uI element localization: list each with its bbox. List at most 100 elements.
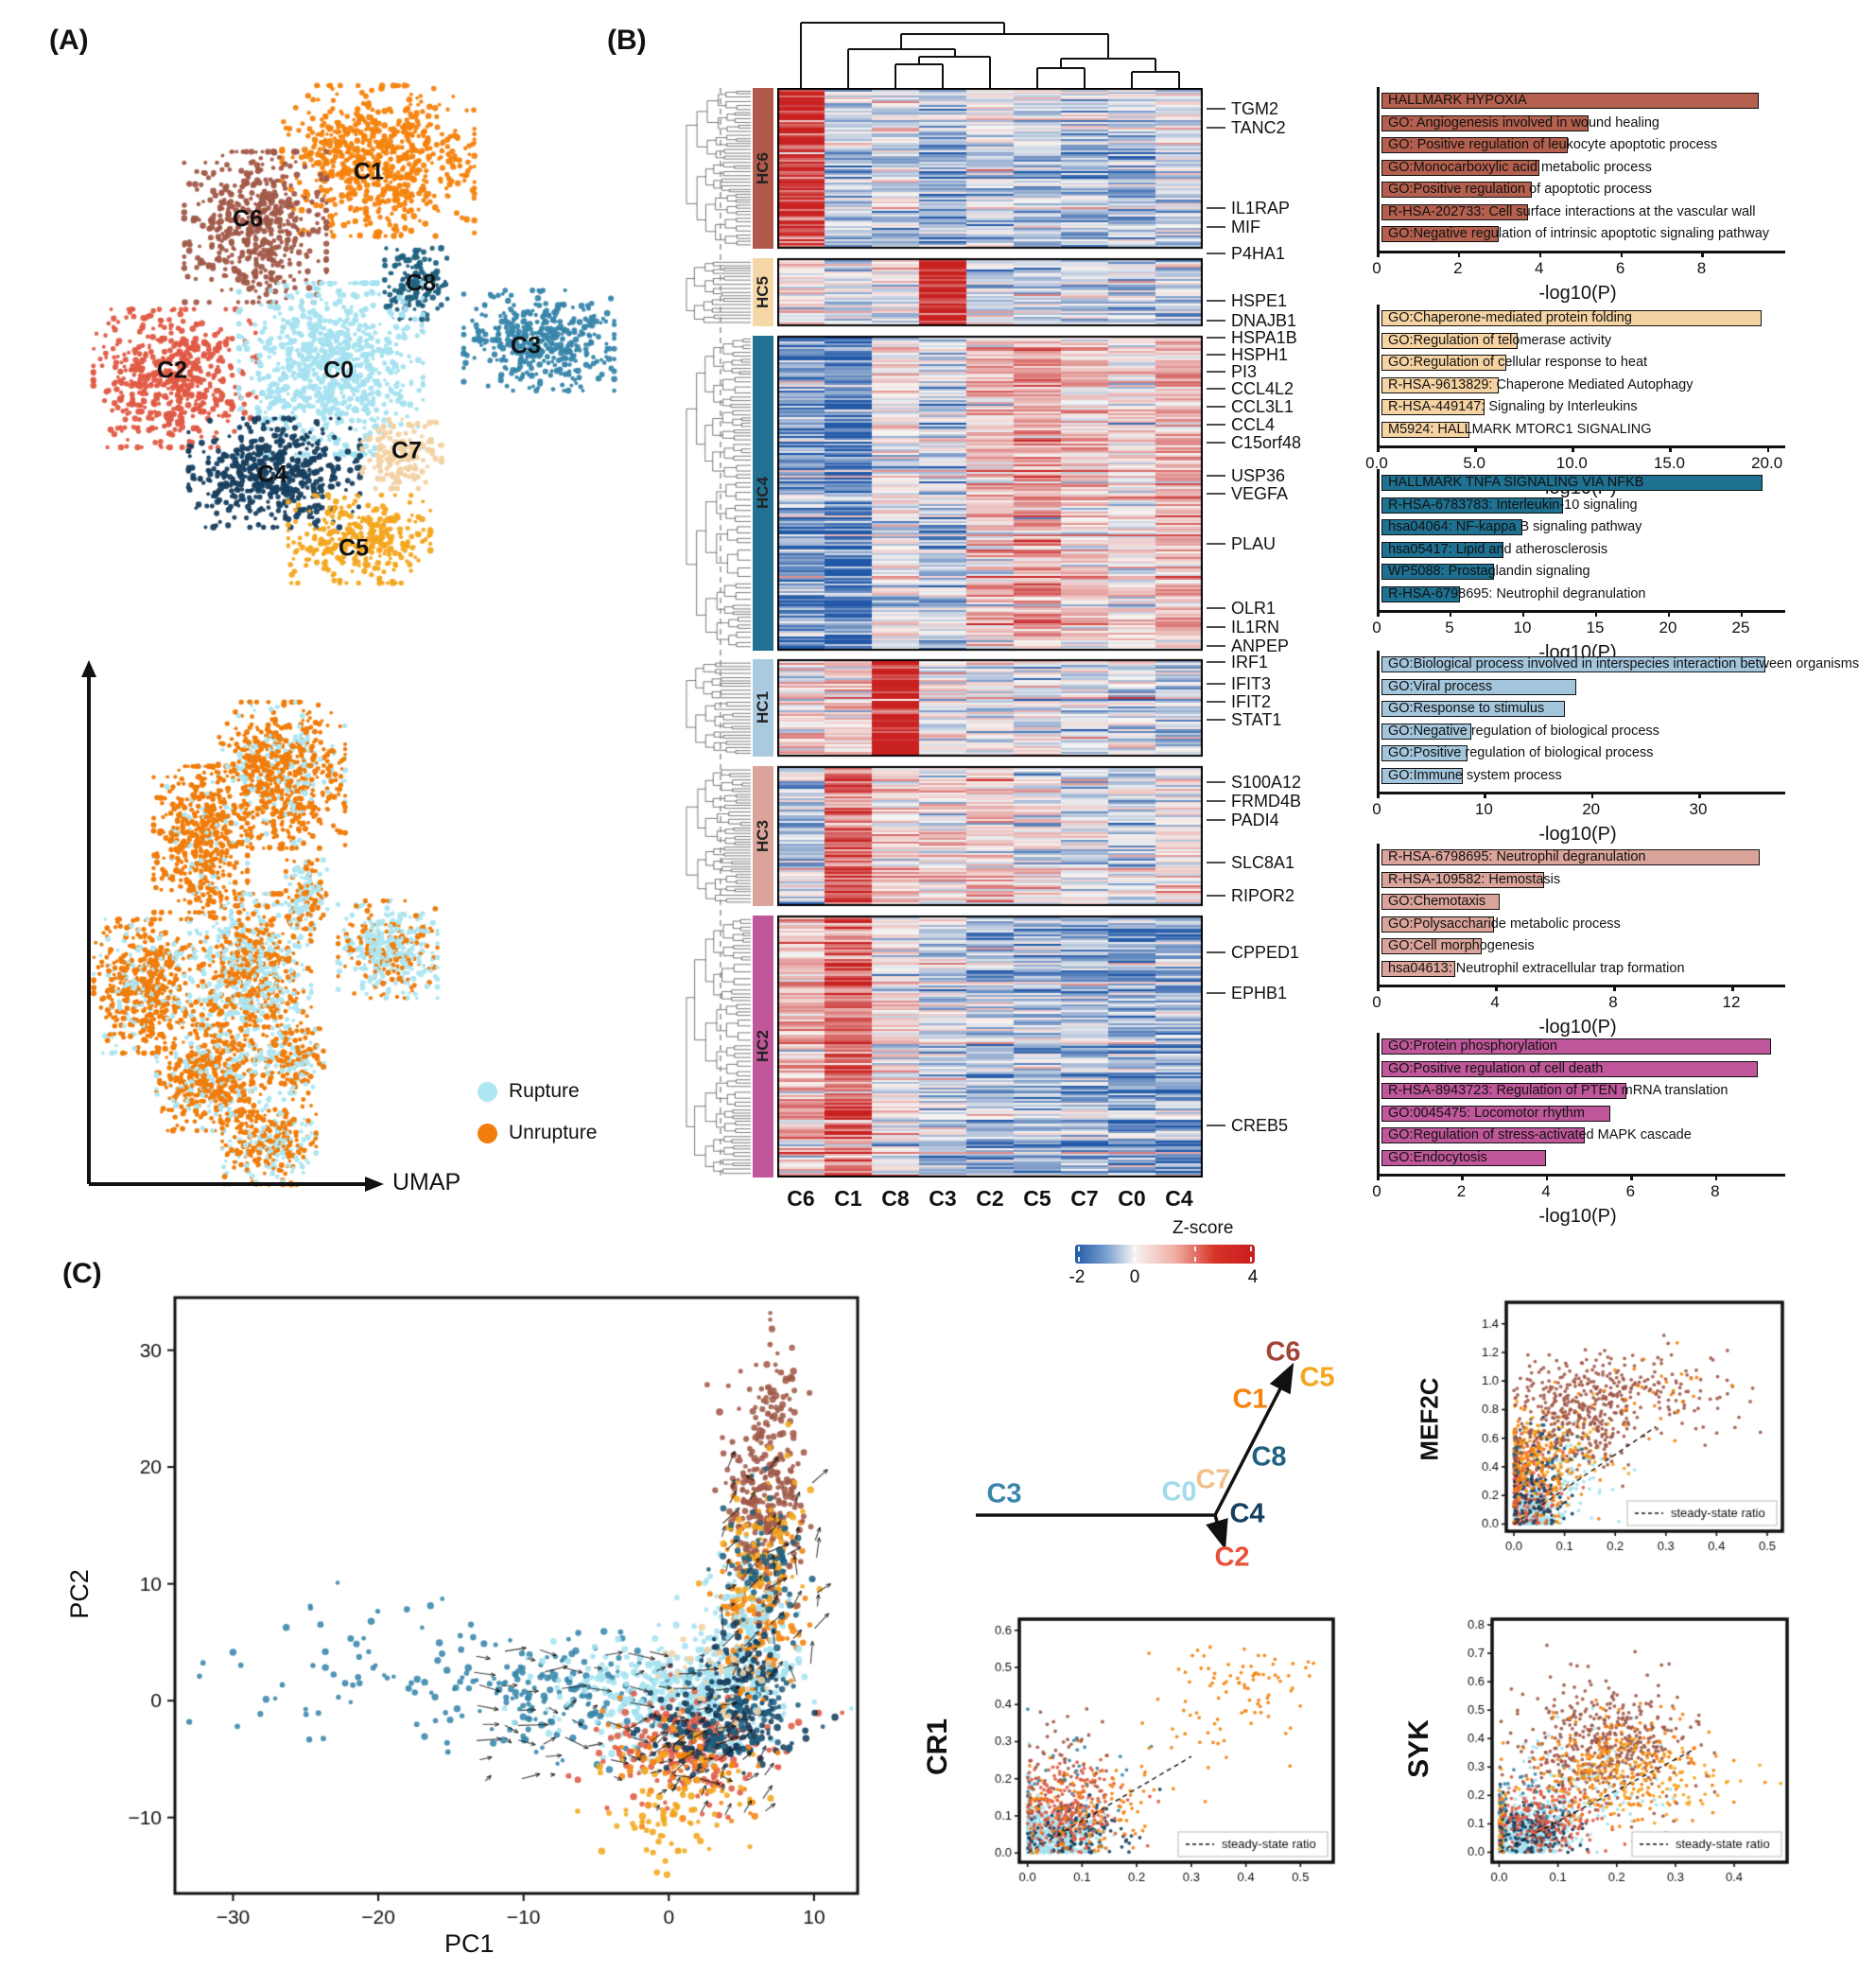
umap-cluster-label-c2: C2 bbox=[157, 357, 187, 384]
x-tick-label: 10.0 bbox=[1555, 454, 1588, 472]
hc-bar-hc2: HC2 bbox=[753, 916, 773, 1177]
enrichment-term: GO:Chemotaxis bbox=[1388, 894, 1486, 909]
enrichment-term: R-HSA-449147: Signaling by Interleukins bbox=[1388, 399, 1638, 414]
umap-cluster-label-c1: C1 bbox=[354, 158, 384, 185]
enrichment-term: GO:0045475: Locomotor rhythm bbox=[1388, 1105, 1585, 1121]
x-tick-mark bbox=[1538, 250, 1542, 257]
enrichment-term: R-HSA-8943723: Regulation of PTEN mRNA t… bbox=[1388, 1083, 1728, 1098]
zscore-tick-min: -2 bbox=[1068, 1267, 1086, 1287]
heatmap-column-label-c0: C0 bbox=[1118, 1186, 1146, 1211]
x-tick-mark bbox=[1572, 445, 1574, 452]
enrichment-term: GO:Immune system process bbox=[1388, 767, 1562, 783]
hc-bar-hc4: HC4 bbox=[753, 336, 773, 651]
gene-label: HSPE1 bbox=[1231, 291, 1287, 310]
umap-cluster-plot bbox=[80, 52, 648, 619]
enrichment-term: HALLMARK HYPOXIA bbox=[1388, 93, 1527, 108]
gene-label: CREB5 bbox=[1231, 1116, 1288, 1135]
x-tick-mark bbox=[1474, 445, 1477, 452]
gene-label: PLAU bbox=[1231, 534, 1276, 553]
gene-label: IFIT2 bbox=[1231, 692, 1271, 711]
enrichment-term: GO:Regulation of cellular response to he… bbox=[1388, 355, 1648, 370]
enrichment-bar bbox=[1381, 916, 1494, 933]
gene-label: VEGFA bbox=[1231, 484, 1288, 503]
enrichment-bar bbox=[1381, 1060, 1759, 1077]
umap-cluster-label-c5: C5 bbox=[339, 534, 369, 562]
gene-label: IFIT3 bbox=[1231, 674, 1271, 693]
x-tick-label: 0.0 bbox=[1365, 454, 1388, 472]
enrichment-term: GO:Protein phosphorylation bbox=[1388, 1038, 1557, 1054]
umap-rupture-plot bbox=[76, 653, 473, 1201]
enrichment-term: M5924: HALLMARK MTORC1 SIGNALING bbox=[1388, 421, 1652, 437]
pc2-axis-label: PC2 bbox=[64, 1569, 94, 1619]
enrichment-bar bbox=[1381, 1127, 1585, 1143]
hc-bar-label: HC1 bbox=[754, 691, 772, 724]
enrichment-term: GO:Positive regulation of cell death bbox=[1388, 1060, 1604, 1076]
heatmap-column-label-c4: C4 bbox=[1165, 1186, 1193, 1211]
enrichment-bar bbox=[1381, 541, 1504, 558]
enrichment-term: HALLMARK TNFA SIGNALING VIA NFKB bbox=[1388, 475, 1644, 490]
hc-bar-hc6: HC6 bbox=[753, 88, 773, 249]
gene-label: USP36 bbox=[1231, 466, 1285, 485]
gene-label: ANPEP bbox=[1231, 637, 1289, 655]
enrichment-bar bbox=[1381, 93, 1760, 109]
enrichment-term: GO:Positive regulation of biological pro… bbox=[1388, 745, 1654, 760]
gene-label: IL1RN bbox=[1231, 618, 1279, 637]
hc-bar-hc1: HC1 bbox=[753, 659, 773, 757]
enrichment-term: GO: Positive regulation of leukocyte apo… bbox=[1388, 137, 1718, 152]
row-dendrogram bbox=[683, 88, 753, 1177]
colorbar-tick bbox=[1250, 1257, 1253, 1262]
x-tick-label: 2 bbox=[1453, 258, 1463, 277]
enrichment-term: GO:Cell morphogenesis bbox=[1388, 938, 1535, 953]
legend-label: Unrupture bbox=[509, 1122, 598, 1143]
hc-bar-label: HC2 bbox=[754, 1030, 772, 1063]
gene-label: HSPH1 bbox=[1231, 345, 1288, 364]
enrichment-term: GO:Biological process involved in inters… bbox=[1388, 656, 1860, 672]
cr1-phase-plot bbox=[974, 1608, 1343, 1896]
enrichment-term: GO:Monocarboxylic acid metabolic process bbox=[1388, 159, 1652, 175]
x-tick-mark bbox=[1545, 1174, 1549, 1180]
umap-cluster-label-c8: C8 bbox=[406, 270, 436, 297]
expression-heatmap bbox=[777, 88, 1203, 1177]
column-dendrogram bbox=[800, 22, 1180, 89]
enrichment-bar bbox=[1381, 1038, 1771, 1055]
x-tick-mark bbox=[1377, 445, 1380, 452]
x-tick-mark bbox=[1731, 985, 1734, 991]
enrichment-chart-hc1: GO:Biological process involved in inters… bbox=[1369, 651, 1876, 868]
gene-label: DNAJB1 bbox=[1231, 311, 1296, 330]
x-axis-title: -log10(P) bbox=[1538, 824, 1617, 845]
enrichment-bar bbox=[1381, 1105, 1610, 1122]
enrichment-bar bbox=[1381, 564, 1494, 580]
legend-label: Rupture bbox=[509, 1080, 580, 1102]
x-axis-title: -log10(P) bbox=[1538, 1206, 1617, 1227]
trajectory-node-c5: C5 bbox=[1299, 1362, 1335, 1393]
syk-gene-label: SYK bbox=[1402, 1719, 1434, 1778]
gene-label: STAT1 bbox=[1231, 710, 1281, 729]
trajectory-node-c2: C2 bbox=[1214, 1542, 1250, 1573]
gene-label: OLR1 bbox=[1231, 599, 1276, 618]
zscore-tick-max: 4 bbox=[1247, 1267, 1259, 1287]
enrichment-bar bbox=[1381, 678, 1577, 695]
gene-label: IRF1 bbox=[1231, 653, 1268, 672]
x-tick-mark bbox=[1484, 792, 1486, 798]
heatmap-column-label-c3: C3 bbox=[929, 1186, 957, 1211]
enrichment-term: hsa05417: Lipid and atherosclerosis bbox=[1388, 541, 1608, 557]
x-tick-mark bbox=[1701, 250, 1704, 257]
enrichment-term: GO:Endocytosis bbox=[1388, 1149, 1487, 1165]
x-tick-mark bbox=[1377, 792, 1380, 798]
x-tick-label: 20.0 bbox=[1751, 454, 1783, 472]
enrichment-bar bbox=[1381, 938, 1483, 954]
x-tick-mark bbox=[1377, 985, 1380, 991]
enrichment-term: GO:Regulation of telomerase activity bbox=[1388, 332, 1612, 348]
cr1-gene-label: CR1 bbox=[922, 1718, 954, 1776]
x-tick-mark bbox=[1766, 445, 1770, 452]
gene-label: SLC8A1 bbox=[1231, 853, 1294, 872]
hc-bar-hc3: HC3 bbox=[753, 766, 773, 906]
zscore-colorbar bbox=[1075, 1245, 1255, 1264]
legend-dot-unrupture bbox=[478, 1123, 497, 1143]
pc1-axis-label: PC1 bbox=[444, 1929, 495, 1958]
x-tick-label: 0 bbox=[1372, 258, 1381, 277]
x-tick-mark bbox=[1714, 1174, 1718, 1180]
hc-bar-label: HC3 bbox=[754, 819, 772, 852]
x-tick-label: 8 bbox=[1711, 1182, 1720, 1200]
